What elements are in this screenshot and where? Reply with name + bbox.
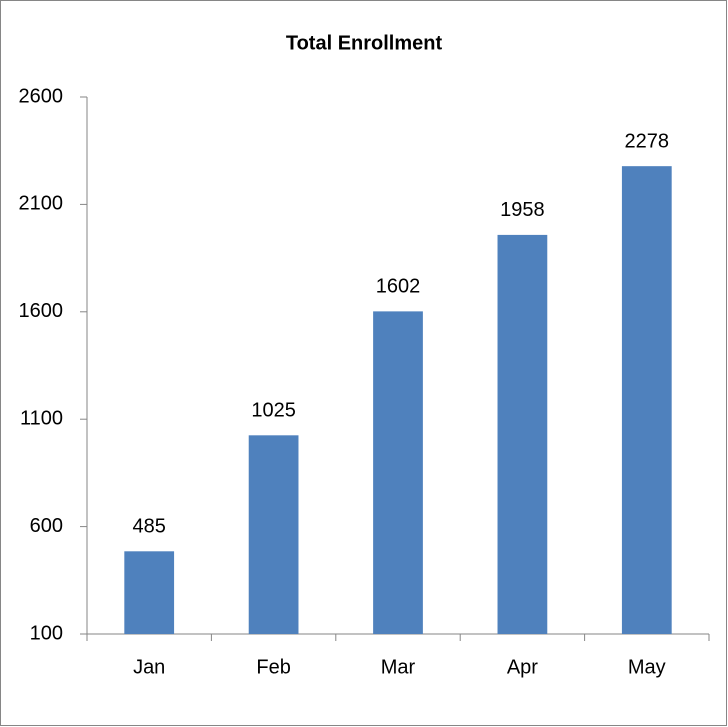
bar xyxy=(373,311,423,634)
data-label: 1025 xyxy=(251,400,296,422)
y-tick-label: 100 xyxy=(30,622,63,644)
bar xyxy=(248,435,299,634)
y-tick-label: 600 xyxy=(30,515,63,537)
x-tick-label: May xyxy=(628,656,666,678)
y-tick-label: 2600 xyxy=(19,85,64,107)
bar xyxy=(621,166,672,635)
x-tick-label: Jan xyxy=(133,656,165,678)
data-label: 1602 xyxy=(376,276,421,298)
chart-title: Total Enrollment xyxy=(286,32,443,54)
y-tick-label: 1600 xyxy=(19,300,64,322)
bar xyxy=(124,551,175,634)
y-tick-label: 1100 xyxy=(20,407,63,429)
x-tick-label: Feb xyxy=(256,656,290,678)
y-tick-label: 2100 xyxy=(19,193,64,215)
data-label: 2278 xyxy=(625,130,670,152)
data-label: 1958 xyxy=(500,199,545,221)
bar xyxy=(497,234,548,634)
x-tick-label: Mar xyxy=(381,656,416,678)
data-label: 485 xyxy=(133,516,166,538)
x-tick-label: Apr xyxy=(507,656,538,678)
